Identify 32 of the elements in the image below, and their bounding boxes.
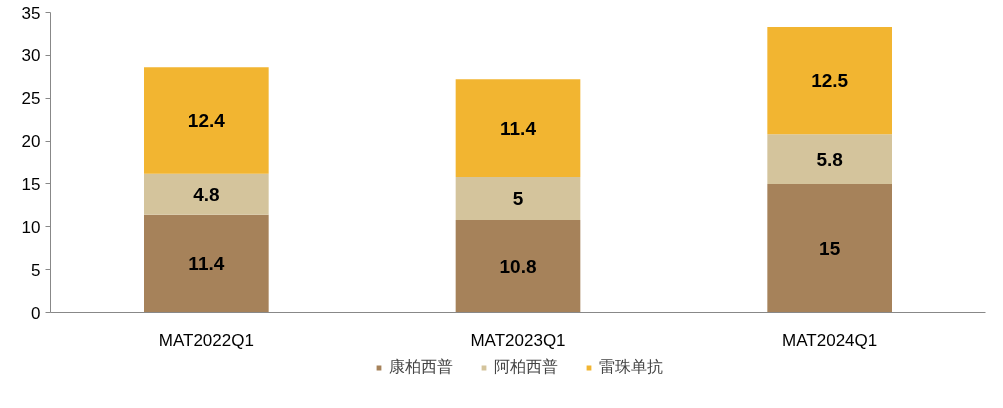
y-tick-label: 35 — [21, 3, 41, 23]
data-label: 5.8 — [816, 148, 843, 170]
y-tick-label: 30 — [21, 46, 41, 66]
bar — [767, 134, 892, 184]
legend-label: 康柏西普 — [389, 356, 453, 377]
bar — [144, 173, 269, 215]
y-tick-label: 10 — [21, 217, 41, 237]
bar — [767, 183, 892, 313]
bar — [455, 219, 581, 313]
data-label: 11.4 — [500, 117, 537, 139]
data-label: 4.8 — [193, 183, 220, 205]
data-label: 11.4 — [188, 253, 225, 275]
bar — [455, 177, 581, 220]
y-tick-label: 0 — [31, 303, 41, 323]
y-tick-label: 5 — [31, 260, 41, 280]
legend-label: 阿柏西普 — [494, 356, 558, 377]
legend-label: 雷珠单抗 — [599, 356, 663, 377]
data-label: 5 — [512, 188, 524, 209]
data-label: 12.4 — [187, 110, 226, 131]
y-tick-label: 20 — [21, 132, 41, 152]
y-tick-label: 15 — [21, 174, 41, 194]
x-tick-label: MAT2022Q1 — [158, 330, 254, 350]
data-label: 15 — [819, 237, 841, 259]
bar — [144, 214, 269, 313]
bar — [455, 79, 581, 178]
y-tick-label: 25 — [21, 89, 41, 109]
bar — [767, 27, 892, 135]
data-label: 12.5 — [811, 70, 849, 92]
bar — [144, 67, 269, 174]
x-tick-label: MAT2023Q1 — [470, 330, 566, 350]
x-tick-label: MAT2024Q1 — [782, 330, 878, 350]
data-label: 10.8 — [499, 255, 537, 277]
